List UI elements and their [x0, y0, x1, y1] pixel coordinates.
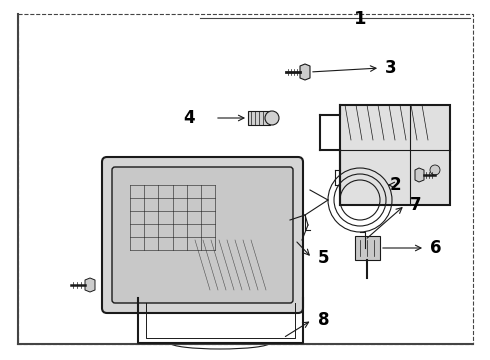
Text: 4: 4	[183, 109, 195, 127]
Bar	[340, 105, 450, 205]
Text: 8: 8	[318, 311, 329, 329]
Bar	[355, 236, 380, 260]
Text: 5: 5	[318, 249, 329, 267]
Polygon shape	[85, 278, 95, 292]
Circle shape	[265, 111, 279, 125]
Bar	[248, 111, 270, 125]
FancyBboxPatch shape	[112, 167, 293, 303]
Text: 1: 1	[354, 10, 366, 28]
Polygon shape	[300, 64, 310, 80]
Circle shape	[430, 165, 440, 175]
Text: 7: 7	[410, 196, 421, 214]
FancyBboxPatch shape	[102, 157, 303, 313]
Text: 6: 6	[430, 239, 441, 257]
Text: 3: 3	[385, 59, 396, 77]
Polygon shape	[415, 168, 424, 182]
Text: 2: 2	[390, 176, 402, 194]
